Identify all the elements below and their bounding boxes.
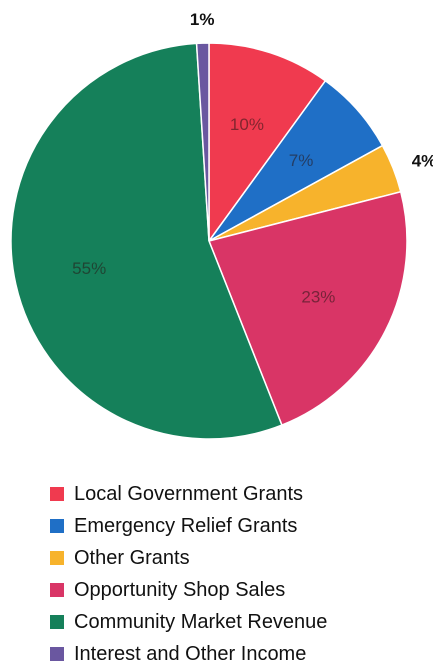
pie-label-community-market-revenue: 55% bbox=[72, 259, 106, 278]
legend-swatch bbox=[50, 551, 64, 565]
pie-labels: 10% 7% 4% 23% 55% 1% bbox=[72, 10, 433, 307]
legend-swatch bbox=[50, 583, 64, 597]
legend-swatch bbox=[50, 647, 64, 661]
pie-label-opportunity-shop-sales: 23% bbox=[301, 288, 335, 307]
legend-swatch bbox=[50, 487, 64, 501]
legend-item-opportunity-shop-sales: Opportunity Shop Sales bbox=[50, 574, 430, 606]
legend-item-emergency-relief-grants: Emergency Relief Grants bbox=[50, 510, 430, 542]
legend-item-community-market-revenue: Community Market Revenue bbox=[50, 606, 430, 638]
legend-label: Interest and Other Income bbox=[74, 642, 307, 665]
pie-slice-opportunity-shop-sales bbox=[207, 190, 408, 427]
legend-item-interest-and-other-income: Interest and Other Income bbox=[50, 638, 430, 670]
legend-label: Emergency Relief Grants bbox=[74, 514, 298, 537]
pie-slices bbox=[10, 42, 408, 440]
legend-item-local-government-grants: Local Government Grants bbox=[50, 478, 430, 510]
legend-swatch bbox=[50, 615, 64, 629]
pie-label-emergency-relief-grants: 7% bbox=[289, 151, 314, 170]
legend-label: Other Grants bbox=[74, 546, 190, 569]
legend-label: Opportunity Shop Sales bbox=[74, 578, 286, 601]
pie-label-local-government-grants: 10% bbox=[230, 115, 264, 134]
legend-item-other-grants: Other Grants bbox=[50, 542, 430, 574]
pie-slice-local-government-grants bbox=[208, 42, 327, 244]
legend-swatch bbox=[50, 519, 64, 533]
chart-legend: Local Government Grants Emergency Relief … bbox=[50, 478, 430, 670]
pie-slice-community-market-revenue bbox=[10, 42, 283, 440]
pie-label-other-grants: 4% bbox=[412, 152, 433, 171]
pie-label-interest-and-other-income: 1% bbox=[190, 10, 215, 29]
pie-slice-interest-and-other-income bbox=[195, 42, 210, 242]
legend-label: Local Government Grants bbox=[74, 482, 303, 505]
legend-label: Community Market Revenue bbox=[74, 610, 328, 633]
pie-chart: 10% 7% 4% 23% 55% 1% bbox=[10, 10, 433, 440]
